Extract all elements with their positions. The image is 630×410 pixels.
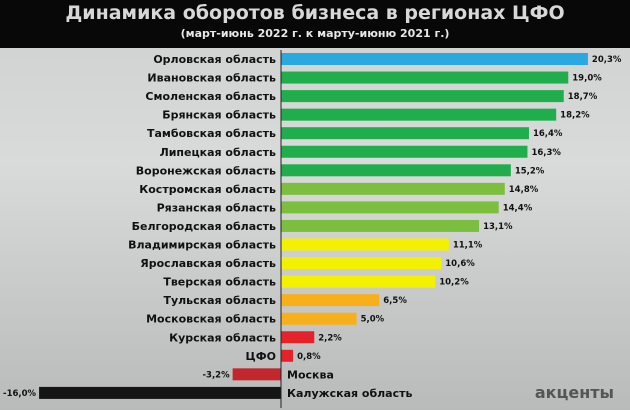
bar (281, 145, 528, 158)
category-label: Воронежская область (136, 164, 276, 177)
category-label: Орловская область (153, 53, 276, 66)
bar (281, 53, 588, 65)
data-label: 0,8% (297, 352, 321, 362)
category-label: Липецкая область (160, 146, 276, 159)
bar (281, 219, 480, 232)
data-label: 13,1% (483, 222, 513, 232)
data-label: -16,0% (3, 389, 36, 399)
data-label: 5,0% (361, 315, 385, 325)
data-label: 16,3% (531, 148, 561, 158)
data-label: 15,2% (515, 166, 545, 176)
data-label: 16,4% (533, 129, 563, 139)
category-label: Тверская область (163, 276, 276, 289)
data-label: 6,5% (383, 296, 407, 306)
category-label: Владимирская область (128, 239, 276, 252)
bar (281, 108, 557, 121)
data-label: -3,2% (203, 370, 231, 380)
bar (281, 201, 499, 214)
data-label: 14,8% (509, 185, 539, 195)
bar (232, 368, 281, 381)
bar (281, 331, 315, 344)
bar (281, 71, 569, 84)
category-label: Рязанская область (157, 201, 276, 214)
bar (281, 349, 294, 362)
bar (281, 257, 442, 270)
bar (281, 90, 564, 103)
category-label: Ивановская область (147, 72, 276, 85)
bar (281, 164, 511, 177)
category-label: Московская область (146, 313, 276, 326)
category-label: Белгородская область (132, 220, 276, 233)
logo: акценты (534, 383, 614, 402)
title-bar: Динамика оборотов бизнеса в регионах ЦФО… (0, 0, 630, 48)
bar (281, 294, 380, 307)
category-label: ЦФО (246, 350, 276, 363)
data-label: 10,6% (445, 259, 475, 269)
category-label: Тульская область (163, 294, 276, 307)
data-label: 14,4% (503, 203, 533, 213)
data-label: 2,2% (318, 333, 342, 343)
data-label: 18,7% (568, 92, 598, 102)
chart-subtitle: (март-июнь 2022 г. к марту-июню 2021 г.) (180, 27, 450, 40)
category-label: Ярославская область (140, 257, 276, 270)
data-label: 11,1% (453, 241, 483, 251)
bar (281, 238, 449, 251)
bar (281, 127, 529, 140)
chart-title: Динамика оборотов бизнеса в регионах ЦФО (65, 2, 565, 24)
category-label: Тамбовская область (147, 127, 276, 140)
data-label: 18,2% (560, 111, 590, 121)
bar (281, 182, 505, 195)
bar (281, 312, 357, 325)
bar (39, 386, 281, 399)
category-label: Брянская область (162, 109, 276, 122)
category-label: Калужская область (287, 387, 413, 400)
category-label: Костромская область (139, 183, 276, 196)
data-label: 20,3% (592, 55, 622, 65)
bar (281, 275, 436, 288)
category-label: Москва (287, 368, 334, 381)
category-label: Курская область (169, 331, 276, 344)
data-label: 10,2% (439, 278, 469, 288)
category-label: Смоленская область (145, 90, 276, 103)
data-label: 19,0% (572, 74, 602, 84)
